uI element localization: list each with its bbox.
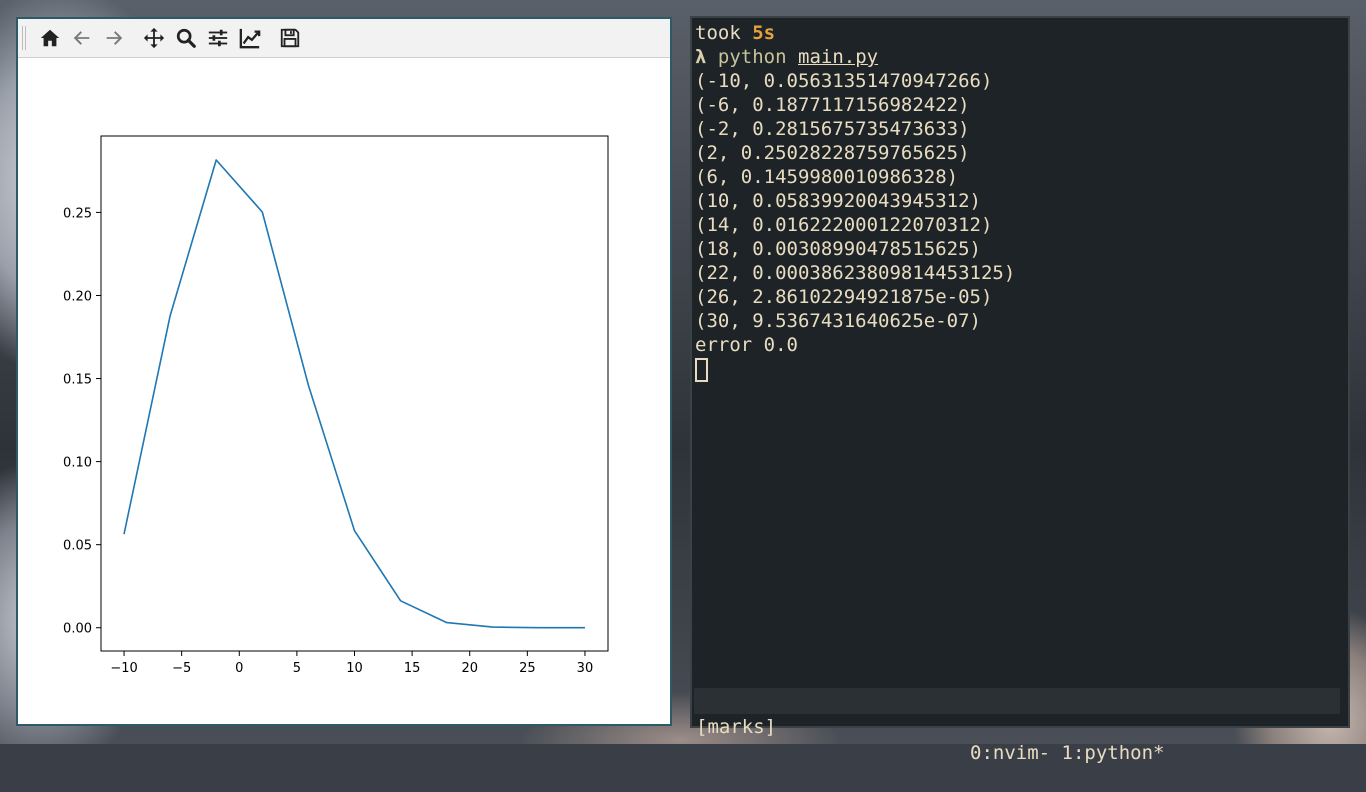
matplotlib-window: −10 −5 0 5 10 15 20 25 30 0.00 0.05 0.10 0.15 0.20 0.2… xyxy=(16,17,672,726)
output-line: (6, 0.1459980010986328) xyxy=(695,166,959,188)
edit-axes-button[interactable] xyxy=(234,22,266,54)
output-line: (14, 0.016222000122070312) xyxy=(695,214,993,236)
x-tick-label: 0 xyxy=(235,661,243,676)
zoom-button[interactable] xyxy=(170,22,202,54)
output-line: (-6, 0.1877117156982422) xyxy=(695,94,970,116)
output-line: (-2, 0.2815675735473633) xyxy=(695,118,970,140)
session-name: [marks] xyxy=(696,716,777,738)
pan-button[interactable] xyxy=(138,22,170,54)
x-tick-label: −10 xyxy=(110,661,137,676)
pan-icon xyxy=(143,27,165,49)
edit-axes-icon xyxy=(239,28,261,49)
y-tick-label: 0.05 xyxy=(63,539,92,554)
command-text: python xyxy=(717,46,787,68)
configure-subplots-button[interactable] xyxy=(202,22,234,54)
took-label: took xyxy=(695,22,753,44)
figure-canvas[interactable]: −10 −5 0 5 10 15 20 25 30 0.00 0.05 0.10 0.15 0.20 0.2… xyxy=(18,57,670,724)
x-tick-label: 5 xyxy=(293,661,301,676)
back-button[interactable] xyxy=(66,22,98,54)
output-line: error 0.0 xyxy=(695,334,798,356)
x-tick-label: −5 xyxy=(172,661,191,676)
output-line: (-10, 0.05631351470947266) xyxy=(695,70,993,92)
output-line: (18, 0.00308990478515625) xyxy=(695,238,981,260)
output-line: (26, 2.86102294921875e-05) xyxy=(695,286,993,308)
back-arrow-icon xyxy=(73,31,90,45)
line-chart: −10 −5 0 5 10 15 20 25 30 0.00 0.05 0.10 0.15 0.20 0.2… xyxy=(63,135,609,676)
series-line xyxy=(123,159,585,629)
took-duration: 5s xyxy=(752,22,776,44)
x-tick-label: 25 xyxy=(519,661,536,676)
navigation-toolbar xyxy=(18,19,670,58)
y-tick-label: 0.15 xyxy=(63,373,92,388)
y-tick-label: 0.10 xyxy=(63,456,92,471)
terminal-output: took 5s λ python main.py (-10, 0.0563135… xyxy=(695,21,1344,382)
home-icon xyxy=(40,29,60,47)
prompt-line: λ python main.py xyxy=(695,45,1344,69)
axes-frame xyxy=(100,135,609,652)
output-line: (10, 0.05839920043945312) xyxy=(695,190,981,212)
x-tick-label: 30 xyxy=(577,661,594,676)
subplots-configure-icon xyxy=(208,29,228,47)
terminal-window[interactable]: took 5s λ python main.py (-10, 0.0563135… xyxy=(690,16,1350,764)
x-tick-label: 10 xyxy=(346,661,363,676)
toolbar-grip[interactable] xyxy=(22,26,28,50)
y-tick-label: 0.25 xyxy=(63,206,92,221)
cursor-line xyxy=(695,357,1344,382)
took-line: took 5s xyxy=(695,21,1344,45)
zoom-icon xyxy=(176,28,196,48)
prompt-symbol: λ xyxy=(695,46,707,68)
x-tick-label: 20 xyxy=(461,661,478,676)
output-line: (2, 0.25028228759765625) xyxy=(695,142,970,164)
output-line: (22, 0.00038623809814453125) xyxy=(695,262,1016,284)
forward-button[interactable] xyxy=(98,22,130,54)
save-icon xyxy=(280,28,300,48)
tmux-status-bar: [marks] 0:nvim- 1:python* xyxy=(694,688,1340,764)
forward-arrow-icon xyxy=(106,31,123,45)
terminal-cursor xyxy=(695,357,708,382)
home-button[interactable] xyxy=(34,22,66,54)
output-line: (30, 9.5367431640625e-07) xyxy=(695,310,981,332)
save-button[interactable] xyxy=(274,22,306,54)
command-argument: main.py xyxy=(798,46,879,68)
x-tick-label: 15 xyxy=(404,661,421,676)
y-tick-label: 0.20 xyxy=(63,289,92,304)
y-tick-label: 0.00 xyxy=(63,622,92,637)
